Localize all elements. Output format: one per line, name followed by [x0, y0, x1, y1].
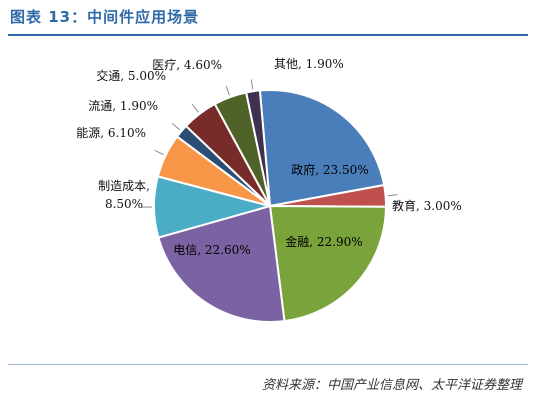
slice-label: 交通, 5.00%: [96, 68, 166, 83]
slice-label: 电信, 22.60%: [173, 243, 250, 257]
slice-label: 流通, 1.90%: [88, 99, 158, 113]
leader-line: [191, 104, 199, 113]
slice-label: 能源, 6.10%: [76, 126, 146, 140]
figure-title: 图表 13：中间件应用场景: [10, 8, 200, 26]
slice-label: 制造成本,: [98, 179, 150, 193]
slice-label: 金融, 22.90%: [285, 234, 362, 249]
slice-labels: 政府, 23.50% 教育, 3.00% 金融, 22.90% 电信, 22.60% 制…: [76, 57, 462, 257]
pie-slices: [153, 89, 388, 323]
leader-lines: [141, 79, 398, 208]
leader-line: [387, 194, 398, 197]
leader-line: [250, 79, 254, 90]
leader-line: [225, 85, 230, 96]
slice-label: 其他, 1.90%: [274, 57, 344, 71]
slice-label: 医疗, 4.60%: [152, 58, 222, 72]
pie-slice: [258, 89, 386, 208]
slice-label-value: 8.50%: [105, 197, 143, 211]
slice-label: 教育, 3.00%: [392, 198, 462, 213]
source-note: 资料来源：中国产业信息网、太平洋证券整理: [261, 378, 522, 393]
pie-slice: [245, 89, 271, 207]
leader-line: [154, 149, 164, 156]
slice-label: 政府, 23.50%: [291, 162, 368, 177]
pie-slice: [157, 204, 286, 323]
leader-line: [171, 123, 181, 131]
source-divider: [8, 364, 528, 365]
title-divider: [8, 34, 528, 36]
pie-slice: [268, 204, 388, 323]
